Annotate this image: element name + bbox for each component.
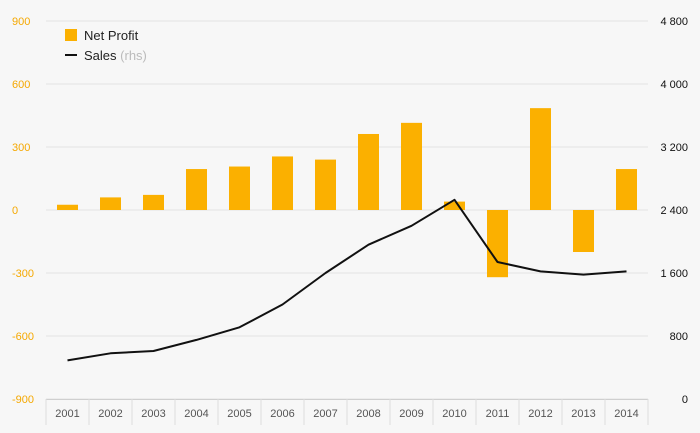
sales-line-group: [67, 198, 627, 362]
legend-label-net-profit: Net Profit: [84, 28, 139, 43]
left-tick-label: -600: [12, 331, 34, 343]
left-axis-ticks: 900 600 300 0 -300 -600 -900: [12, 16, 34, 406]
left-tick-label: -900: [12, 394, 34, 406]
x-axis: 2001 2002 2003 2004 2005 2006 2007 2008 2009 2010…: [45, 399, 649, 425]
left-tick-label: 600: [12, 79, 30, 91]
x-tick-label: 2011: [486, 408, 510, 420]
x-tick-label: 2014: [614, 408, 638, 420]
bar-net-profit: [186, 169, 207, 210]
bar-net-profit: [530, 108, 551, 210]
bar-net-profit: [143, 194, 164, 210]
x-tick-label: 2007: [313, 408, 337, 420]
right-axis-ticks: 4 800 4 000 3 200 2 400 1 600 800 0: [660, 16, 688, 406]
left-tick-label: 0: [12, 205, 18, 217]
bar-net-profit: [358, 133, 379, 210]
legend: Net Profit Sales (rhs): [65, 28, 147, 63]
x-tick-label: 2012: [528, 408, 552, 420]
right-tick-label: 4 800: [660, 16, 688, 28]
net-profit-bars: [57, 108, 637, 278]
legend-swatch-net-profit: [65, 29, 77, 41]
right-tick-label: 0: [682, 394, 688, 406]
bar-net-profit: [57, 204, 78, 210]
left-tick-label: 900: [12, 16, 30, 28]
left-tick-label: -300: [12, 268, 34, 280]
bar-net-profit: [444, 201, 465, 210]
x-tick-label: 2005: [227, 408, 251, 420]
x-tick-label: 2004: [184, 408, 208, 420]
bar-net-profit: [229, 166, 250, 210]
right-tick-label: 800: [670, 331, 688, 343]
legend-label-sales: Sales (rhs): [84, 48, 147, 63]
bar-net-profit: [401, 122, 422, 210]
x-tick-label: 2013: [571, 408, 595, 420]
right-tick-label: 4 000: [660, 79, 688, 91]
right-tick-label: 3 200: [660, 142, 688, 154]
x-tick-label: 2010: [442, 408, 466, 420]
x-tick-label: 2002: [98, 408, 122, 420]
bar-net-profit: [315, 159, 336, 210]
left-tick-label: 300: [12, 142, 30, 154]
x-tick-label: 2009: [399, 408, 423, 420]
bar-net-profit: [272, 156, 293, 210]
right-tick-label: 2 400: [660, 205, 688, 217]
x-tick-label: 2001: [55, 408, 79, 420]
bar-net-profit: [487, 210, 508, 278]
x-tick-label: 2003: [141, 408, 165, 420]
gridlines: [46, 20, 648, 400]
right-tick-label: 1 600: [660, 268, 688, 280]
bar-net-profit: [573, 210, 594, 252]
x-tick-label: 2008: [356, 408, 380, 420]
x-tick-label: 2006: [270, 408, 294, 420]
bar-net-profit: [100, 197, 121, 210]
bar-net-profit: [616, 169, 637, 210]
sales-line: [67, 198, 627, 362]
